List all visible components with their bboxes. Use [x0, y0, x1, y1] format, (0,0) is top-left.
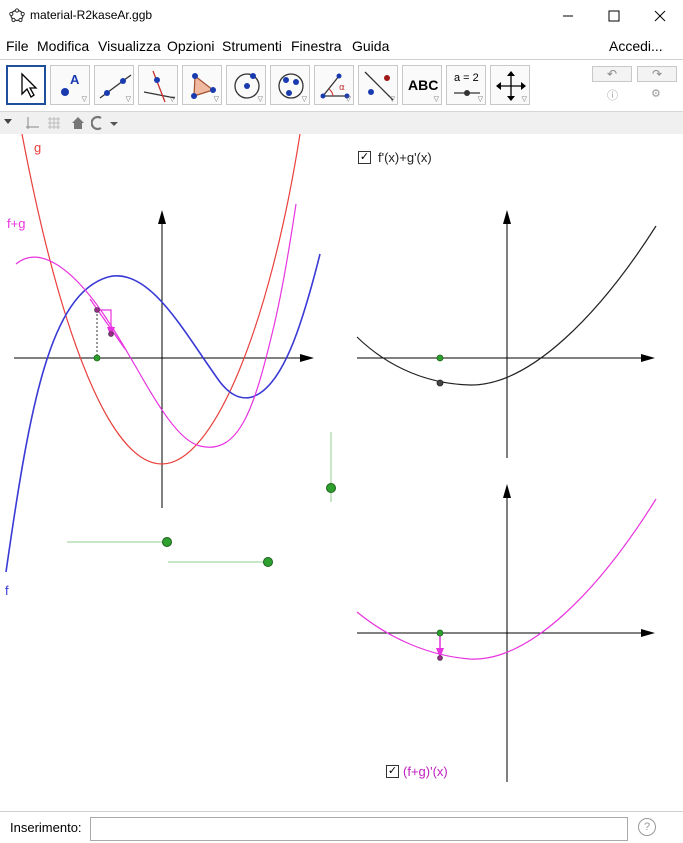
menu-opzioni[interactable]: Opzioni — [167, 38, 215, 54]
menu-file[interactable]: File — [6, 38, 29, 54]
left-x-axis-arrow — [300, 354, 314, 362]
cursor-arrow-icon — [21, 72, 38, 98]
input-help-button[interactable]: ? — [638, 818, 656, 836]
slider-tool-button[interactable]: a = 2 ▽ — [446, 65, 486, 105]
label-f-plus-g: f+g — [7, 216, 25, 231]
slope-triangle — [97, 309, 112, 334]
point-br-axis[interactable] — [436, 629, 444, 637]
close-icon — [654, 10, 666, 21]
text-tool-button[interactable]: ABC ▽ — [402, 65, 442, 105]
line-icon — [99, 74, 132, 99]
style-bar — [0, 111, 683, 135]
geogebra-logo-icon — [9, 8, 25, 23]
maximize-icon — [608, 10, 620, 21]
input-field[interactable] — [90, 817, 628, 841]
curve-f-prime-plus-g-prime[interactable] — [356, 225, 657, 386]
point-tr-axis[interactable] — [436, 354, 444, 362]
undo-icon: ↶ — [606, 67, 618, 81]
angle-icon: α — [320, 73, 350, 99]
menu-modifica[interactable]: Modifica — [37, 38, 90, 54]
curve-f-plus-g-derivative[interactable] — [356, 498, 657, 660]
line-tool-button[interactable]: ▽ — [94, 65, 134, 105]
text-tool-label: ABC — [408, 77, 439, 93]
move-tool-button[interactable] — [6, 65, 46, 105]
minimize-button[interactable] — [545, 0, 591, 31]
point-on-f-plus-g[interactable] — [94, 307, 100, 313]
grid-toggle-icon[interactable] — [46, 115, 62, 131]
menu-strumenti[interactable]: Strumenti — [222, 38, 282, 54]
slider-vertical-knob[interactable] — [326, 483, 336, 493]
perpendicular-line-icon — [143, 70, 176, 103]
svg-text:A: A — [70, 72, 80, 87]
point-icon: A — [61, 72, 80, 96]
angle-tool-button[interactable]: α ▽ — [314, 65, 354, 105]
tr-x-axis-arrow — [641, 354, 655, 362]
slider-a-knob[interactable] — [162, 537, 172, 547]
tangent-line — [89, 298, 126, 350]
tr-y-axis-arrow — [503, 210, 511, 224]
point-tr-curve[interactable] — [436, 379, 444, 387]
perpendicular-tool-button[interactable]: ▽ — [138, 65, 178, 105]
toolbar: A ▽ ▽ ▽ ▽ ▽ ▽ α ▽ ▽ ABC ▽ a = 2 ▽ ▽ ↶ ↷ ⓘ ⚙ — [0, 60, 683, 111]
help-icon[interactable]: ⓘ — [607, 90, 618, 102]
menu-separator — [0, 59, 683, 60]
point-tool-button[interactable]: A ▽ — [50, 65, 90, 105]
left-y-axis-arrow — [158, 210, 166, 224]
graphics-view[interactable]: g f+g f ✓ f'(x)+g'(x) ✓ (f+g)'(x) — [0, 133, 683, 811]
curve-f[interactable] — [5, 253, 321, 573]
br-y-axis-arrow — [503, 484, 511, 498]
point-x-axis-left[interactable] — [93, 354, 101, 362]
home-icon[interactable] — [70, 115, 86, 131]
undo-button[interactable]: ↶ — [592, 66, 632, 82]
axes-toggle-icon[interactable] — [24, 115, 40, 131]
input-label: Inserimento: — [10, 820, 82, 835]
reflect-line-icon — [364, 71, 394, 101]
maximize-button[interactable] — [591, 0, 637, 31]
reflect-tool-button[interactable]: ▽ — [358, 65, 398, 105]
point-tangent[interactable] — [108, 331, 114, 337]
polygon-icon — [191, 73, 216, 99]
close-button[interactable] — [637, 0, 683, 31]
style-bar-toggle-icon[interactable] — [3, 118, 13, 126]
input-bar: Inserimento: ? — [0, 811, 683, 843]
gear-icon[interactable]: ⚙ — [651, 88, 661, 100]
circle-tool-button[interactable]: ▽ — [226, 65, 266, 105]
conic-circle-icon — [278, 73, 304, 99]
menu-finestra[interactable]: Finestra — [291, 38, 342, 54]
login-link[interactable]: Accedi... — [609, 38, 663, 54]
window-title: material-R2kaseAr.ggb — [30, 8, 153, 22]
title-bar: material-R2kaseAr.ggb — [0, 0, 683, 31]
br-x-axis-arrow — [641, 629, 655, 637]
checkbox-derivative-sum[interactable]: ✓ — [358, 151, 371, 164]
svg-text:α: α — [339, 83, 345, 93]
br-arrow-head — [436, 648, 444, 658]
menu-guida[interactable]: Guida — [352, 38, 390, 54]
redo-button[interactable]: ↷ — [637, 66, 677, 82]
label-f: f — [5, 583, 9, 598]
checkbox-sum-derivative[interactable]: ✓ — [386, 765, 399, 778]
menu-visualizza[interactable]: Visualizza — [98, 38, 161, 54]
slider-tool-label: a = 2 — [454, 72, 479, 84]
circle-icon — [234, 73, 260, 99]
label-g: g — [34, 140, 41, 155]
curve-g[interactable] — [21, 133, 301, 465]
polygon-tool-button[interactable]: ▽ — [182, 65, 222, 105]
minimize-icon — [563, 15, 573, 16]
conic-tool-button[interactable]: ▽ — [270, 65, 310, 105]
graphics-canvas[interactable]: g f+g f — [0, 133, 683, 811]
point-capturing-icon[interactable] — [91, 115, 121, 131]
redo-icon: ↷ — [651, 67, 663, 81]
slider-icon — [454, 90, 480, 96]
curve-f-plus-g[interactable] — [15, 203, 297, 448]
checkbox-derivative-sum-label: f'(x)+g'(x) — [378, 150, 432, 165]
menu-bar: File Modifica Visualizza Opzioni Strumen… — [0, 34, 683, 58]
slider-b-knob[interactable] — [263, 557, 273, 567]
checkbox-sum-derivative-label: (f+g)'(x) — [403, 764, 448, 779]
point-br-curve[interactable] — [437, 655, 443, 661]
move-view-tool-button[interactable]: ▽ — [490, 65, 530, 105]
input-help-icon: ? — [643, 821, 651, 833]
move-view-arrows-icon — [496, 71, 526, 101]
